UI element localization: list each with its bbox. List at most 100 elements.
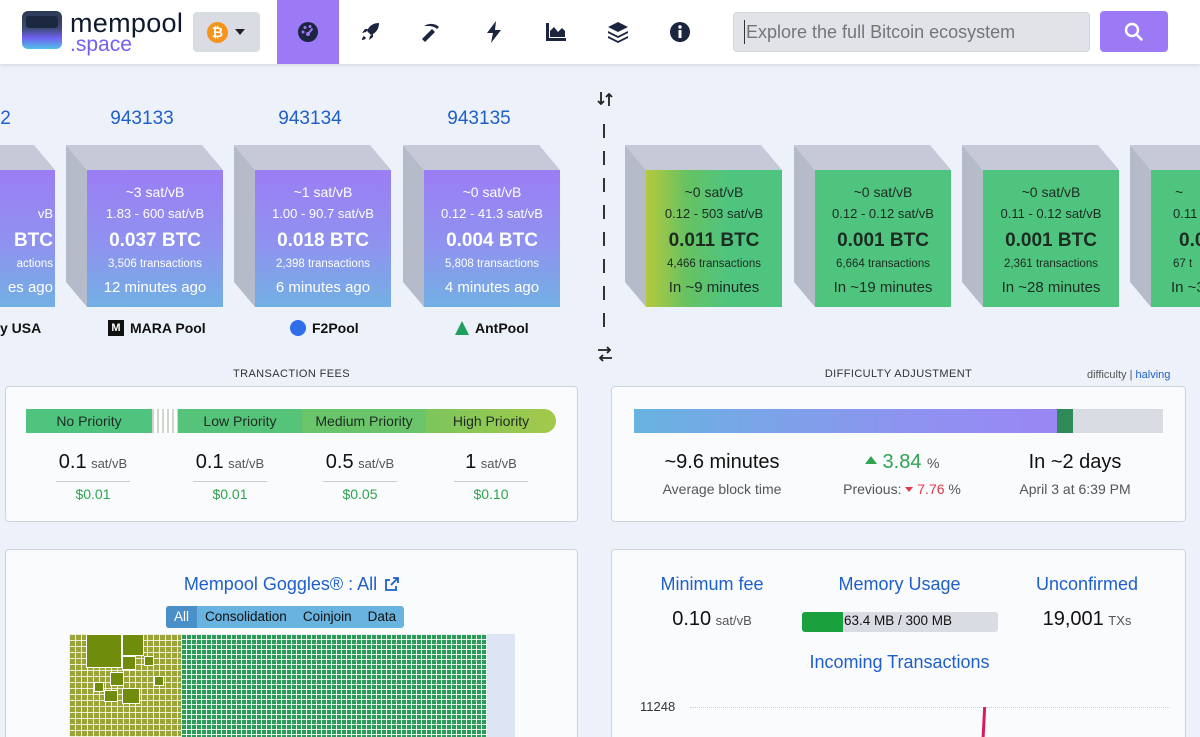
avg-block-time-label: Average block time xyxy=(662,481,782,497)
nav-lightning[interactable] xyxy=(463,0,525,64)
incoming-transactions-title: Incoming Transactions xyxy=(809,652,990,672)
nav-mining[interactable] xyxy=(401,0,463,64)
previous-change: Previous: 7.76 % xyxy=(843,481,961,497)
memory-usage-text: 63.4 MB / 300 MB xyxy=(844,613,953,628)
logo-subtext: .space xyxy=(70,33,132,56)
swap-vertical-icon[interactable] xyxy=(596,90,614,108)
goggles-card: Mempool Goggles® : All All Consolidation… xyxy=(5,549,578,737)
memory-usage-fill xyxy=(802,612,843,632)
swap-horizontal-icon[interactable] xyxy=(596,345,614,363)
info-icon xyxy=(670,22,690,42)
tab-coinjoin[interactable]: Coinjoin xyxy=(302,609,352,624)
next-adjustment-date: April 3 at 6:39 PM xyxy=(1019,481,1131,497)
text-cursor xyxy=(744,20,745,44)
unconfirmed-title: Unconfirmed xyxy=(1035,574,1139,594)
fee-no-priority: 0.1 sat/vB $0.01 xyxy=(56,451,130,502)
mempool-stats-card: Minimum fee 0.10 sat/vB Memory Usage 63.… xyxy=(611,549,1186,737)
antpool-icon xyxy=(455,321,469,335)
tab-difficulty[interactable]: difficulty xyxy=(1087,369,1127,381)
search-button[interactable] xyxy=(1100,11,1168,52)
next-adjustment-eta: In ~2 days xyxy=(1028,451,1122,473)
nav-dashboard[interactable] xyxy=(277,0,339,64)
unconfirmed-value: 19,001 TXs xyxy=(1042,608,1132,630)
f2pool-icon xyxy=(290,320,306,336)
dashboard-icon xyxy=(298,22,318,42)
bitcoin-icon: ₿ xyxy=(207,22,228,43)
mined-block[interactable]: ~3 sat/vB 1.83 - 600 sat/vB 0.037 BTC 3,… xyxy=(66,145,223,307)
incoming-axis-label: 11248 xyxy=(640,699,676,714)
memory-usage-title: Memory Usage xyxy=(838,574,961,594)
mempool-divider xyxy=(603,124,605,332)
difficulty-change: 3.84 % xyxy=(837,451,967,474)
arrow-down-icon xyxy=(905,487,914,492)
tab-halving[interactable]: halving xyxy=(1135,369,1171,381)
mined-block[interactable]: ~1 sat/vB 1.00 - 90.7 sat/vB 0.018 BTC 2… xyxy=(234,145,391,307)
mined-block[interactable]: ~0 sat/vB 0.12 - 41.3 sat/vB 0.004 BTC 5… xyxy=(403,145,560,307)
projected-block[interactable]: ~0 sat/vB 0.12 - 0.12 sat/vB 0.001 BTC 6… xyxy=(794,145,951,307)
fees-card: No Priority Low Priority Medium Priority… xyxy=(5,386,578,522)
fee-low-priority: 0.1 sat/vB $0.01 xyxy=(193,451,267,502)
high-priority-label: High Priority xyxy=(426,409,556,433)
layers-icon xyxy=(608,22,628,43)
block-height[interactable]: 942 xyxy=(0,108,11,129)
lightning-icon xyxy=(487,21,501,43)
fees-title: TRANSACTION FEES xyxy=(232,368,351,380)
projected-block-clip: ~ 0.11 - 0.0 67 t In ~3 xyxy=(1130,145,1200,307)
tab-separator: | xyxy=(1129,369,1133,381)
medium-priority-label: Medium Priority xyxy=(302,409,426,433)
nav-docs[interactable] xyxy=(587,0,649,64)
goggles-title[interactable]: Mempool Goggles® : All xyxy=(6,574,577,595)
avg-block-time: ~9.6 minutes xyxy=(664,451,780,473)
external-link-icon xyxy=(385,577,400,591)
arrow-up-icon xyxy=(864,456,877,464)
mara-pool-icon: M xyxy=(108,320,124,336)
mempool-logo[interactable]: mempool .space xyxy=(22,8,184,56)
projected-block[interactable]: ~0 sat/vB 0.11 - 0.12 sat/vB 0.001 BTC 2… xyxy=(962,145,1119,307)
fee-medium-priority: 0.5 sat/vB $0.05 xyxy=(323,451,397,502)
incoming-spike xyxy=(980,707,987,737)
difficulty-progress-bar xyxy=(634,409,1163,433)
rocket-icon xyxy=(362,23,379,40)
mempool-treemap[interactable] xyxy=(69,634,515,737)
pool-label[interactable]: M MARA Pool xyxy=(108,320,206,336)
pool-label[interactable]: y USA xyxy=(0,320,42,336)
nav-about[interactable] xyxy=(649,0,711,64)
pool-label[interactable]: AntPool xyxy=(455,320,529,336)
chart-icon xyxy=(546,23,566,41)
no-priority-label: No Priority xyxy=(26,409,152,433)
tab-all[interactable]: All xyxy=(166,606,198,628)
block-height[interactable]: 943134 xyxy=(278,108,342,129)
nav-accelerate[interactable] xyxy=(339,0,401,64)
difficulty-title: DIFFICULTY ADJUSTMENT xyxy=(824,368,973,380)
min-fee-title: Minimum fee xyxy=(660,574,764,594)
fee-high-priority: 1 sat/vB $0.10 xyxy=(454,451,528,502)
block-height[interactable]: 943133 xyxy=(110,108,174,129)
memory-usage-bar: 63.4 MB / 300 MB xyxy=(802,612,998,632)
pickaxe-icon xyxy=(422,23,439,42)
fee-gap xyxy=(152,409,178,433)
top-navbar: mempool .space ₿ xyxy=(0,0,1200,64)
caret-down-icon xyxy=(235,29,245,35)
search-input[interactable] xyxy=(733,12,1090,52)
mined-block[interactable]: vB BTC actions es ago xyxy=(0,145,55,307)
logo-icon xyxy=(22,11,62,49)
logo-text: mempool xyxy=(70,8,184,38)
pool-label[interactable]: F2Pool xyxy=(290,320,359,336)
tab-consolidation[interactable]: Consolidation xyxy=(205,609,287,624)
projected-block[interactable]: ~0 sat/vB 0.12 - 503 sat/vB 0.011 BTC 4,… xyxy=(625,145,782,307)
difficulty-tabs: difficulty | halving xyxy=(1087,369,1170,381)
projected-block[interactable]: ~ 0.11 - 0.0 67 t In ~3 xyxy=(1130,145,1200,307)
nav-graphs[interactable] xyxy=(525,0,587,64)
difficulty-progress-marker xyxy=(1057,409,1073,433)
min-fee-value: 0.10 sat/vB xyxy=(672,608,752,630)
low-priority-label: Low Priority xyxy=(178,409,302,433)
difficulty-card: ~9.6 minutes Average block time 3.84 % P… xyxy=(611,386,1186,522)
difficulty-progress-fill xyxy=(634,409,1057,433)
block-height[interactable]: 943135 xyxy=(447,108,511,129)
tab-data[interactable]: Data xyxy=(367,609,397,624)
goggles-filter-tabs: All Consolidation Coinjoin Data xyxy=(166,606,405,628)
chart-gridline xyxy=(690,707,1170,708)
network-selector[interactable]: ₿ xyxy=(193,12,260,52)
search-icon xyxy=(1124,22,1143,41)
fee-priority-bar: No Priority Low Priority Medium Priority… xyxy=(26,409,556,433)
